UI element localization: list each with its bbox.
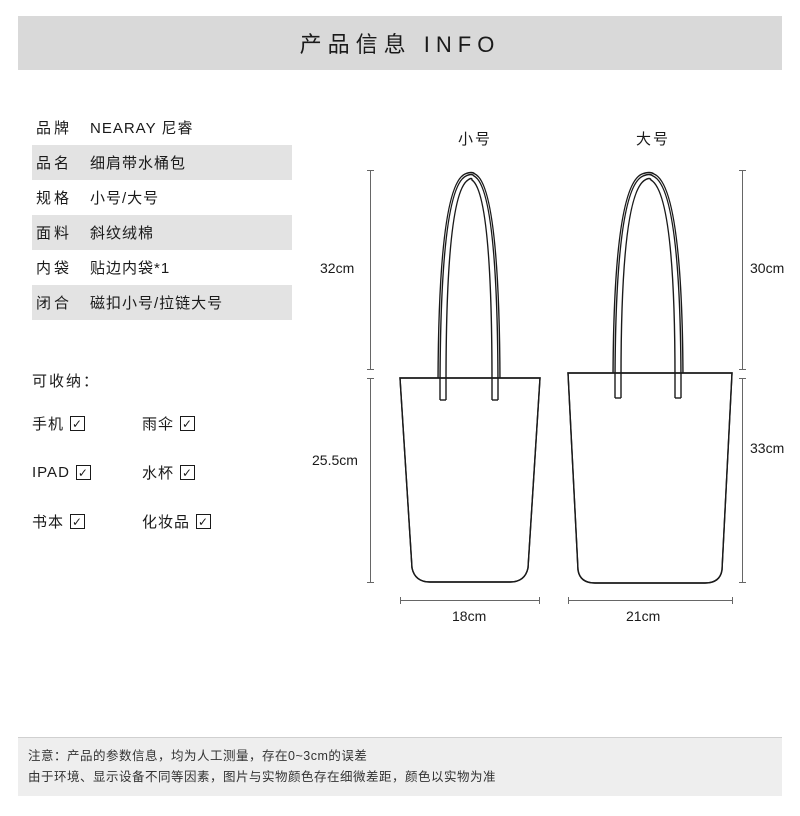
spec-value: 斜纹绒棉 — [80, 222, 154, 243]
size-label-small: 小号 — [458, 128, 492, 149]
dim-large-handle: 30cm — [750, 260, 784, 276]
spec-row: 品牌 NEARAY 尼睿 — [32, 110, 292, 145]
footer-line2: 由于环境、显示设备不同等因素，图片与实物颜色存在细微差距，颜色以实物为准 — [28, 767, 772, 788]
check-icon: ✓ — [180, 416, 195, 431]
guide-line — [568, 600, 733, 601]
dim-small-body: 25.5cm — [312, 452, 358, 468]
footer-line1: 注意：产品的参数信息，均为人工测量，存在0~3cm的误差 — [28, 746, 772, 767]
bag-diagram: 小号 大号 32cm 25.5cm 30cm 33cm 18cm 21cm — [328, 110, 778, 650]
spec-label: 品牌 — [32, 117, 80, 138]
storage-item: 手机✓ — [32, 413, 142, 434]
spec-value: 磁扣小号/拉链大号 — [80, 292, 223, 313]
spec-row: 闭合 磁扣小号/拉链大号 — [32, 285, 292, 320]
spec-label: 内袋 — [32, 257, 80, 278]
storage-title: 可收纳： — [32, 370, 252, 391]
guide-line — [400, 600, 540, 601]
storage-item: 水杯✓ — [142, 462, 252, 483]
guide-line — [370, 170, 371, 370]
spec-value: NEARAY 尼睿 — [80, 117, 193, 138]
spec-label: 面料 — [32, 222, 80, 243]
bag-large-icon — [560, 168, 740, 588]
check-icon: ✓ — [70, 514, 85, 529]
storage-block: 可收纳： 手机✓ 雨伞✓ IPAD✓ 水杯✓ 书本✓ 化妆品✓ — [32, 370, 252, 532]
bag-small-icon — [390, 168, 550, 588]
storage-item: 化妆品✓ — [142, 511, 252, 532]
spec-row: 面料 斜纹绒棉 — [32, 215, 292, 250]
guide-line — [742, 170, 743, 370]
spec-table: 品牌 NEARAY 尼睿 品名 细肩带水桶包 规格 小号/大号 面料 斜纹绒棉 … — [32, 110, 292, 320]
storage-grid: 手机✓ 雨伞✓ IPAD✓ 水杯✓ 书本✓ 化妆品✓ — [32, 413, 252, 532]
header-bar: 产品信息 INFO — [18, 16, 782, 70]
dim-small-handle: 32cm — [320, 260, 354, 276]
spec-label: 品名 — [32, 152, 80, 173]
spec-value: 小号/大号 — [80, 187, 159, 208]
check-icon: ✓ — [196, 514, 211, 529]
storage-item: 书本✓ — [32, 511, 142, 532]
spec-value: 贴边内袋*1 — [80, 257, 170, 278]
guide-line — [370, 378, 371, 583]
storage-item: IPAD✓ — [32, 462, 142, 483]
spec-row: 品名 细肩带水桶包 — [32, 145, 292, 180]
dim-large-body: 33cm — [750, 440, 784, 456]
size-label-large: 大号 — [636, 128, 670, 149]
check-icon: ✓ — [76, 465, 91, 480]
header-title: 产品信息 INFO — [300, 27, 501, 59]
content-area: 品牌 NEARAY 尼睿 品名 细肩带水桶包 规格 小号/大号 面料 斜纹绒棉 … — [18, 110, 782, 720]
storage-item: 雨伞✓ — [142, 413, 252, 434]
dim-large-width: 21cm — [626, 608, 660, 624]
spec-value: 细肩带水桶包 — [80, 152, 186, 173]
dim-small-width: 18cm — [452, 608, 486, 624]
footer-note: 注意：产品的参数信息，均为人工测量，存在0~3cm的误差 由于环境、显示设备不同… — [18, 738, 782, 797]
spec-label: 闭合 — [32, 292, 80, 313]
spec-row: 内袋 贴边内袋*1 — [32, 250, 292, 285]
check-icon: ✓ — [70, 416, 85, 431]
spec-label: 规格 — [32, 187, 80, 208]
spec-row: 规格 小号/大号 — [32, 180, 292, 215]
check-icon: ✓ — [180, 465, 195, 480]
guide-line — [742, 378, 743, 583]
